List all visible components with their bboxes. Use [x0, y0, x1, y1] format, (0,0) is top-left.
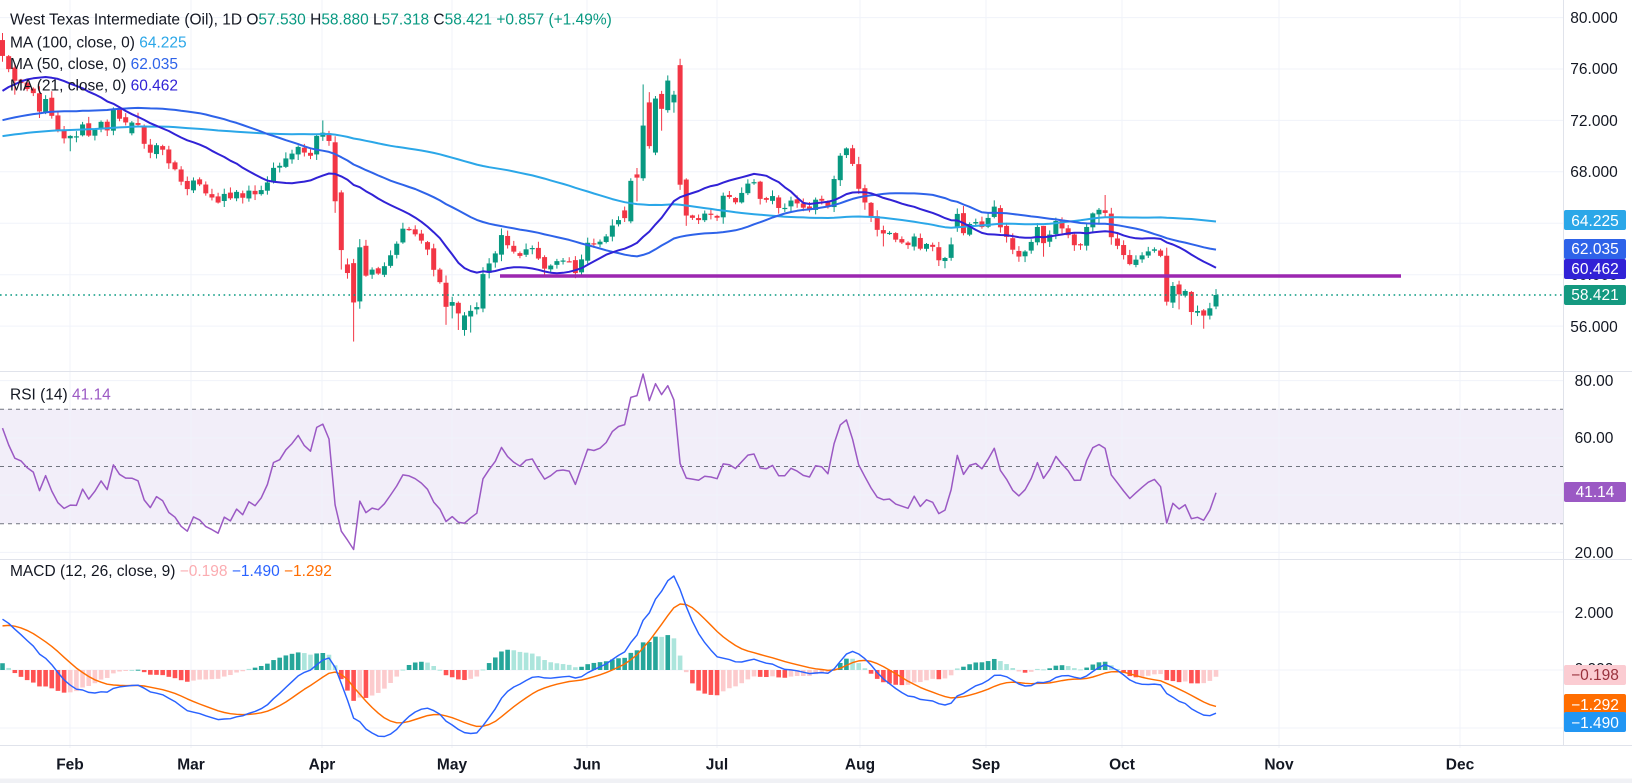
svg-text:Sep: Sep	[972, 757, 1000, 774]
svg-text:Aug: Aug	[845, 757, 875, 774]
svg-text:Jun: Jun	[573, 757, 601, 774]
svg-text:68.000: 68.000	[1570, 164, 1618, 181]
svg-text:76.000: 76.000	[1570, 61, 1618, 78]
svg-text:60.00: 60.00	[1575, 430, 1614, 447]
svg-text:Feb: Feb	[56, 757, 84, 774]
svg-text:May: May	[437, 757, 468, 774]
svg-text:Nov: Nov	[1264, 757, 1294, 774]
svg-text:80.00: 80.00	[1575, 373, 1614, 390]
svg-text:56.000: 56.000	[1570, 319, 1618, 336]
svg-text:West Texas Intermediate (Oil),: West Texas Intermediate (Oil), 1D O57.53…	[10, 12, 612, 29]
svg-text:72.000: 72.000	[1570, 113, 1618, 130]
svg-text:62.035: 62.035	[1571, 241, 1618, 258]
svg-text:MA (100, close, 0) 64.225: MA (100, close, 0) 64.225	[10, 35, 187, 52]
svg-text:Jul: Jul	[706, 757, 728, 774]
svg-text:RSI (14) 41.14: RSI (14) 41.14	[10, 387, 111, 404]
svg-text:58.421: 58.421	[1571, 287, 1618, 304]
svg-text:Oct: Oct	[1109, 757, 1135, 774]
svg-text:Mar: Mar	[177, 757, 205, 774]
svg-text:41.14: 41.14	[1576, 484, 1615, 501]
svg-text:20.00: 20.00	[1575, 545, 1614, 562]
svg-text:MA (50, close, 0) 62.035: MA (50, close, 0) 62.035	[10, 56, 178, 73]
svg-text:Dec: Dec	[1446, 757, 1475, 774]
svg-text:−0.198: −0.198	[1571, 667, 1619, 684]
svg-text:−1.292: −1.292	[1571, 697, 1619, 714]
svg-text:MACD (12, 26, close, 9) −0.198: MACD (12, 26, close, 9) −0.198 −1.490 −1…	[10, 563, 332, 580]
svg-text:Apr: Apr	[309, 757, 336, 774]
svg-text:64.225: 64.225	[1571, 213, 1618, 230]
svg-text:MA (21, close, 0) 60.462: MA (21, close, 0) 60.462	[10, 78, 178, 95]
svg-text:60.462: 60.462	[1571, 261, 1618, 278]
svg-text:2.000: 2.000	[1575, 605, 1614, 622]
svg-text:80.000: 80.000	[1570, 10, 1618, 27]
svg-text:−1.490: −1.490	[1571, 715, 1619, 732]
